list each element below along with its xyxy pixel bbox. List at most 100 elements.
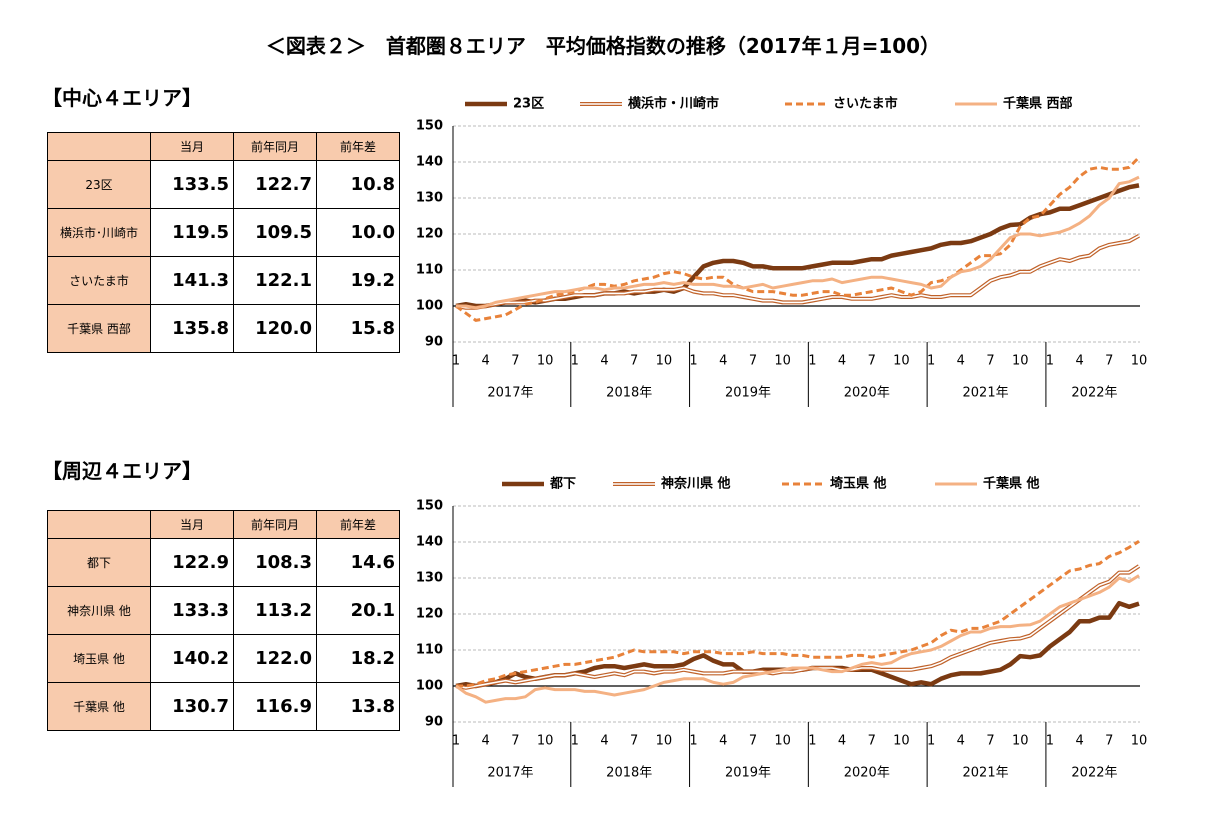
x-tick-label: 10 <box>656 734 673 749</box>
x-tick-label: 4 <box>600 354 608 369</box>
x-tick-label: 7 <box>868 354 876 369</box>
header-cell <box>47 132 151 161</box>
section-heading: 【中心４エリア】 <box>42 86 202 110</box>
value-cell: 13.8 <box>316 682 400 731</box>
x-tick-label: 4 <box>838 734 846 749</box>
x-tick-label: 4 <box>1075 354 1083 369</box>
series-line-inner <box>455 235 1140 309</box>
y-tick-label: 150 <box>416 499 443 514</box>
x-tick-label: 7 <box>749 354 757 369</box>
legend-label: 神奈川県 他 <box>661 476 731 492</box>
x-tick-label: 4 <box>957 734 965 749</box>
year-label: 2018年 <box>606 386 652 401</box>
x-tick-label: 7 <box>749 734 757 749</box>
row-label: 千葉県 他 <box>47 682 151 731</box>
value-cell: 20.1 <box>316 586 400 635</box>
x-tick-label: 4 <box>719 354 727 369</box>
x-tick-label: 1 <box>452 734 460 749</box>
data-table: 当月 前年同月 前年差 23区 133.5 122.7 10.8 横浜市･川崎市 119.5 10… <box>47 132 400 353</box>
x-tick-label: 4 <box>957 354 965 369</box>
year-label: 2017年 <box>487 386 533 401</box>
x-tick-label: 1 <box>808 734 816 749</box>
y-tick-label: 150 <box>416 119 443 134</box>
header-cell: 前年差 <box>316 132 400 161</box>
x-tick-label: 7 <box>1105 734 1113 749</box>
y-tick-label: 100 <box>416 679 443 694</box>
x-tick-label: 10 <box>1012 354 1029 369</box>
x-tick-label: 7 <box>986 354 994 369</box>
year-label: 2019年 <box>725 766 771 781</box>
header-cell: 前年同月 <box>233 510 317 539</box>
header-cell: 当月 <box>150 132 234 161</box>
x-tick-label: 7 <box>986 734 994 749</box>
legend-label: 23区 <box>513 97 544 112</box>
value-cell: 119.5 <box>150 208 234 257</box>
x-tick-label: 4 <box>719 734 727 749</box>
series-line <box>456 175 1140 310</box>
x-tick-label: 4 <box>482 734 490 749</box>
series-line <box>455 574 1140 704</box>
row-label: 埼玉県 他 <box>47 634 151 683</box>
x-tick-label: 10 <box>656 354 673 369</box>
table-row: 横浜市･川崎市 119.5 109.5 10.0 <box>47 208 400 257</box>
row-label: 横浜市･川崎市 <box>47 208 151 257</box>
value-cell: 141.3 <box>150 256 234 305</box>
value-cell: 140.2 <box>150 634 234 683</box>
table-row: 都下 122.9 108.3 14.6 <box>47 538 400 587</box>
value-cell: 130.7 <box>150 682 234 731</box>
y-tick-label: 130 <box>416 571 443 586</box>
y-tick-label: 90 <box>425 715 443 730</box>
y-tick-label: 110 <box>416 263 443 278</box>
row-label: さいたま市 <box>47 256 151 305</box>
x-tick-label: 1 <box>452 354 460 369</box>
y-tick-label: 100 <box>416 299 443 314</box>
x-tick-label: 1 <box>808 354 816 369</box>
table-row: 千葉県 他 130.7 116.9 13.8 <box>47 682 400 731</box>
value-cell: 122.9 <box>150 538 234 587</box>
legend-label: 埼玉県 他 <box>830 476 887 492</box>
series-line-inner <box>455 565 1140 689</box>
x-tick-label: 1 <box>1046 354 1054 369</box>
x-tick-label: 1 <box>689 354 697 369</box>
x-tick-label: 10 <box>774 354 791 369</box>
series-line <box>455 234 1140 310</box>
row-label: 都下 <box>47 538 151 587</box>
x-tick-label: 7 <box>511 354 519 369</box>
table-row: 23区 133.5 122.7 10.8 <box>47 160 400 209</box>
table-row: さいたま市 141.3 122.1 19.2 <box>47 256 400 305</box>
y-tick-label: 120 <box>416 607 443 622</box>
x-tick-label: 1 <box>689 734 697 749</box>
x-tick-label: 10 <box>893 734 910 749</box>
year-label: 2022年 <box>1071 766 1117 781</box>
x-tick-label: 1 <box>571 734 579 749</box>
data-table: 当月 前年同月 前年差 都下 122.9 108.3 14.6 神奈川県 他 133.3 113.… <box>47 510 400 731</box>
year-label: 2017年 <box>487 766 533 781</box>
x-tick-label: 1 <box>1046 734 1054 749</box>
table-row: 千葉県 西部 135.8 120.0 15.8 <box>47 304 400 353</box>
page-title: ＜図表２＞ 首都圏８エリア 平均価格指数の推移（2017年１月=100） <box>265 34 941 58</box>
legend-label: 横浜市・川崎市 <box>628 96 719 112</box>
value-cell: 10.8 <box>316 160 400 209</box>
header-cell: 前年差 <box>316 510 400 539</box>
row-label: 千葉県 西部 <box>47 304 151 353</box>
legend-label: さいたま市 <box>833 96 898 112</box>
x-tick-label: 7 <box>1105 354 1113 369</box>
value-cell: 116.9 <box>233 682 317 731</box>
value-cell: 122.1 <box>233 256 317 305</box>
x-tick-label: 10 <box>1131 354 1148 369</box>
series-line <box>455 156 1141 322</box>
value-cell: 109.5 <box>233 208 317 257</box>
x-tick-label: 1 <box>571 354 579 369</box>
value-cell: 122.7 <box>233 160 317 209</box>
value-cell: 135.8 <box>150 304 234 353</box>
table-row: 神奈川県 他 133.3 113.2 20.1 <box>47 586 400 635</box>
value-cell: 14.6 <box>316 538 400 587</box>
section-heading: 【周辺４エリア】 <box>42 459 202 483</box>
y-tick-label: 90 <box>425 335 443 350</box>
header-cell <box>47 510 151 539</box>
legend-label: 千葉県 他 <box>983 476 1040 492</box>
value-cell: 113.2 <box>233 586 317 635</box>
